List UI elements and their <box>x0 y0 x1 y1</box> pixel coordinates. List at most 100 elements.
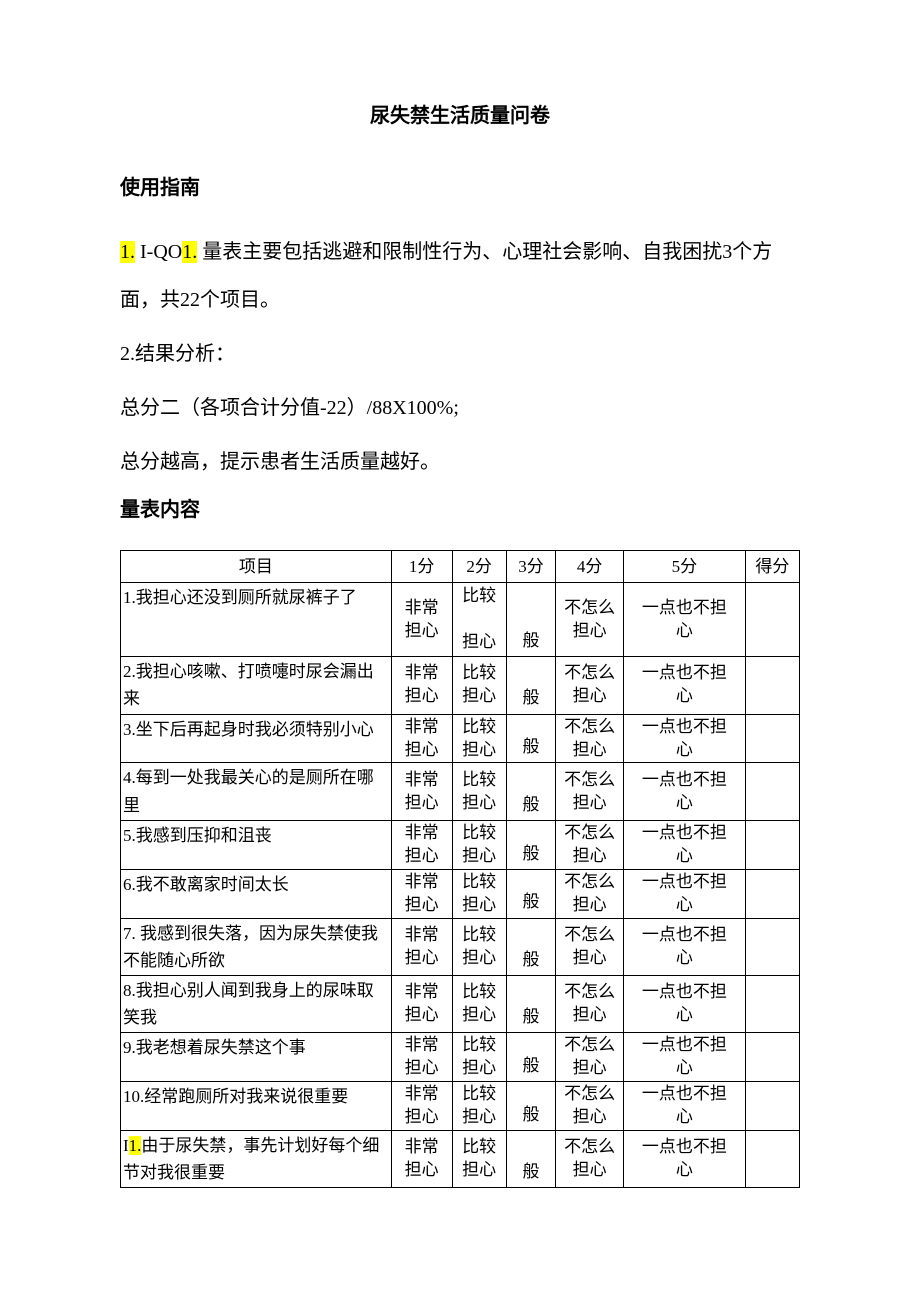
item-cell: 4.每到一处我最关心的是厕所在哪里 <box>121 763 392 820</box>
header-col1: 1分 <box>391 551 452 583</box>
score-cell <box>745 918 799 975</box>
content-heading: 量表内容 <box>120 494 800 526</box>
item-cell: I1.由于尿失禁，事先计划好每个细节对我很重要 <box>121 1131 392 1188</box>
option-cell: 般 <box>506 714 556 763</box>
option-cell: 不怎么担心 <box>556 975 624 1032</box>
option-cell: 般 <box>506 763 556 820</box>
guide-text: I-QO <box>135 241 182 263</box>
option-cell: 比较担心 <box>452 1131 506 1188</box>
option-cell: 非常担心 <box>391 869 452 918</box>
option-cell: 比较担心 <box>452 583 506 657</box>
highlight-text: 1. <box>120 241 135 263</box>
option-cell: 非常担心 <box>391 763 452 820</box>
option-cell: 比较担心 <box>452 763 506 820</box>
option-cell: 不怎么担心 <box>556 1131 624 1188</box>
option-cell: 一点也不担心 <box>624 820 746 869</box>
score-cell <box>745 714 799 763</box>
table-row: 9.我老想着尿失禁这个事非常担心比较担心般不怎么担心一点也不担心 <box>121 1033 800 1082</box>
option-cell: 一点也不担心 <box>624 714 746 763</box>
score-cell <box>745 657 799 714</box>
header-col4: 4分 <box>556 551 624 583</box>
option-cell: 般 <box>506 1033 556 1082</box>
table-row: 1.我担心还没到厕所就尿裤子了非常担心比较担心般不怎么担心一点也不担心 <box>121 583 800 657</box>
option-cell: 比较担心 <box>452 1033 506 1082</box>
score-cell <box>745 869 799 918</box>
table-row: 3.坐下后再起身时我必须特别小心非常担心比较担心般不怎么担心一点也不担心 <box>121 714 800 763</box>
score-cell <box>745 820 799 869</box>
table-row: 10.经常跑厕所对我来说很重要非常担心比较担心般不怎么担心一点也不担心 <box>121 1082 800 1131</box>
header-item: 项目 <box>121 551 392 583</box>
score-cell <box>745 975 799 1032</box>
option-cell: 不怎么担心 <box>556 714 624 763</box>
option-cell: 一点也不担心 <box>624 975 746 1032</box>
option-cell: 不怎么担心 <box>556 1033 624 1082</box>
item-cell: 9.我老想着尿失禁这个事 <box>121 1033 392 1082</box>
option-cell: 非常担心 <box>391 1131 452 1188</box>
option-cell: 般 <box>506 975 556 1032</box>
option-cell: 非常担心 <box>391 820 452 869</box>
option-cell: 不怎么担心 <box>556 1082 624 1131</box>
score-cell <box>745 1033 799 1082</box>
item-cell: 6.我不敢离家时间太长 <box>121 869 392 918</box>
option-cell: 一点也不担心 <box>624 1131 746 1188</box>
item-cell: 10.经常跑厕所对我来说很重要 <box>121 1082 392 1131</box>
item-cell: 5.我感到压抑和沮丧 <box>121 820 392 869</box>
guide-text: 量表主要包括逃避和限制性行为、心理社会影响、自我困扰3个方面，共22个项目。 <box>120 241 772 311</box>
item-cell: 3.坐下后再起身时我必须特别小心 <box>121 714 392 763</box>
option-cell: 比较担心 <box>452 820 506 869</box>
item-cell: 7. 我感到很失落，因为尿失禁使我不能随心所欲 <box>121 918 392 975</box>
score-cell <box>745 583 799 657</box>
guide-paragraph-3: 总分二（各项合计分值-22）/88X100%; <box>120 384 800 432</box>
option-cell: 非常担心 <box>391 918 452 975</box>
guide-paragraph-4: 总分越高，提示患者生活质量越好。 <box>120 438 800 486</box>
item-cell: 8.我担心别人闻到我身上的尿味取笑我 <box>121 975 392 1032</box>
highlight-text: 1. <box>129 1136 142 1155</box>
option-cell: 比较担心 <box>452 714 506 763</box>
option-cell: 般 <box>506 820 556 869</box>
option-cell: 一点也不担心 <box>624 869 746 918</box>
highlight-text: 1. <box>182 241 197 263</box>
option-cell: 比较担心 <box>452 869 506 918</box>
option-cell: 不怎么担心 <box>556 820 624 869</box>
questionnaire-table: 项目 1分 2分 3分 4分 5分 得分 1.我担心还没到厕所就尿裤子了非常担心… <box>120 550 800 1188</box>
option-cell: 般 <box>506 583 556 657</box>
option-cell: 般 <box>506 869 556 918</box>
header-col2: 2分 <box>452 551 506 583</box>
option-cell: 非常担心 <box>391 1082 452 1131</box>
table-row: 6.我不敢离家时间太长非常担心比较担心般不怎么担心一点也不担心 <box>121 869 800 918</box>
table-header-row: 项目 1分 2分 3分 4分 5分 得分 <box>121 551 800 583</box>
score-cell <box>745 763 799 820</box>
option-cell: 非常担心 <box>391 583 452 657</box>
option-cell: 般 <box>506 657 556 714</box>
option-cell: 不怎么担心 <box>556 583 624 657</box>
option-cell: 一点也不担心 <box>624 763 746 820</box>
option-cell: 不怎么担心 <box>556 763 624 820</box>
option-cell: 非常担心 <box>391 975 452 1032</box>
header-col5: 5分 <box>624 551 746 583</box>
item-cell: 1.我担心还没到厕所就尿裤子了 <box>121 583 392 657</box>
option-cell: 一点也不担心 <box>624 657 746 714</box>
score-cell <box>745 1082 799 1131</box>
option-cell: 一点也不担心 <box>624 918 746 975</box>
option-cell: 比较担心 <box>452 657 506 714</box>
guide-paragraph-1: 1. I-QO1. 量表主要包括逃避和限制性行为、心理社会影响、自我困扰3个方面… <box>120 228 800 324</box>
option-cell: 非常担心 <box>391 657 452 714</box>
option-cell: 般 <box>506 1131 556 1188</box>
option-cell: 比较担心 <box>452 918 506 975</box>
guide-paragraph-2: 2.结果分析： <box>120 330 800 378</box>
option-cell: 一点也不担心 <box>624 1033 746 1082</box>
option-cell: 般 <box>506 1082 556 1131</box>
table-row: 2.我担心咳嗽、打喷嚏时尿会漏出来非常担心比较担心般不怎么担心一点也不担心 <box>121 657 800 714</box>
option-cell: 非常担心 <box>391 714 452 763</box>
table-row: 4.每到一处我最关心的是厕所在哪里非常担心比较担心般不怎么担心一点也不担心 <box>121 763 800 820</box>
table-row: 8.我担心别人闻到我身上的尿味取笑我非常担心比较担心般不怎么担心一点也不担心 <box>121 975 800 1032</box>
option-cell: 不怎么担心 <box>556 869 624 918</box>
table-row: 7. 我感到很失落，因为尿失禁使我不能随心所欲非常担心比较担心般不怎么担心一点也… <box>121 918 800 975</box>
option-cell: 一点也不担心 <box>624 1082 746 1131</box>
option-cell: 非常担心 <box>391 1033 452 1082</box>
item-cell: 2.我担心咳嗽、打喷嚏时尿会漏出来 <box>121 657 392 714</box>
score-cell <box>745 1131 799 1188</box>
table-row: I1.由于尿失禁，事先计划好每个细节对我很重要非常担心比较担心般不怎么担心一点也… <box>121 1131 800 1188</box>
option-cell: 一点也不担心 <box>624 583 746 657</box>
table-row: 5.我感到压抑和沮丧非常担心比较担心般不怎么担心一点也不担心 <box>121 820 800 869</box>
